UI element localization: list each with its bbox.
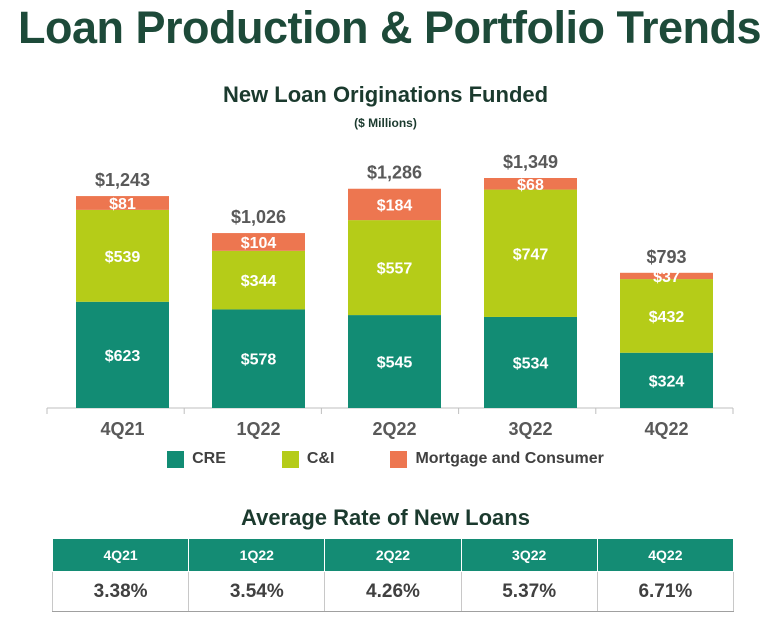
rate-value-cell: 3.54% [188, 571, 326, 612]
rate-header-cell: 4Q21 [51, 538, 190, 572]
bar-segment-cre [348, 315, 441, 408]
legend-item-ci: C&I [281, 450, 335, 468]
data-label-c-i: $539 [105, 249, 141, 266]
rate-value-cell: 4.26% [324, 571, 462, 612]
bar-segment-c-i [76, 209, 169, 302]
x-tick-label: 1Q22 [236, 419, 280, 439]
bar-segment-c-i [484, 189, 577, 317]
x-tick-label: 2Q22 [372, 419, 416, 439]
data-label-c-i: $557 [377, 261, 413, 278]
data-label-cre: $534 [513, 355, 549, 372]
chart-title: New Loan Originations Funded [222, 82, 549, 107]
legend-label-cre: CRE [192, 450, 226, 467]
data-label-mortgage-and-consumer: $68 [517, 177, 544, 194]
bar-segment-mortgage-and-consumer [484, 178, 577, 190]
bar-segment-c-i [348, 220, 441, 316]
rate-header-cell: 4Q22 [596, 538, 735, 572]
rate-header-cell: 2Q22 [324, 538, 462, 572]
rate-value-cell: 5.37% [460, 571, 598, 612]
chart-legend: CRE C&I Mortgage and Consumer [0, 450, 771, 468]
bar-segment-c-i [620, 279, 713, 353]
rate-table-header-row: 4Q21 1Q22 2Q22 3Q22 4Q22 [51, 538, 735, 572]
data-label-mortgage-and-consumer: $81 [109, 196, 136, 213]
total-label: $1,243 [95, 170, 150, 190]
bar-segment-mortgage-and-consumer [348, 188, 441, 221]
data-label-cre: $578 [241, 352, 277, 369]
total-label: $1,286 [367, 163, 422, 183]
x-tick-label: 4Q22 [644, 419, 688, 439]
rate-value-row: 3.38% 3.54% 4.26% 5.37% 6.71% [51, 571, 735, 612]
data-label-c-i: $747 [513, 246, 549, 263]
bar-segment-c-i [212, 250, 305, 310]
data-label-cre: $324 [649, 373, 685, 390]
data-label-mortgage-and-consumer: $184 [377, 197, 413, 214]
legend-item-mortgage: Mortgage and Consumer [390, 450, 604, 468]
rate-value-cell: 6.71% [596, 571, 735, 612]
bar-segment-cre [620, 352, 713, 408]
total-label: $1,026 [231, 207, 286, 227]
legend-label-ci: C&I [306, 450, 335, 467]
bar-segment-cre [484, 316, 577, 408]
legend-swatch-mortgage [390, 450, 408, 468]
rate-header-cell: 1Q22 [188, 538, 326, 572]
page-title: Loan Production & Portfolio Trends [18, 2, 762, 53]
bar-segment-mortgage-and-consumer [76, 196, 169, 210]
data-label-cre: $623 [105, 348, 141, 365]
bar-segment-cre [76, 301, 169, 408]
rate-table-title: Average Rate of New Loans [241, 505, 530, 530]
chart-subtitle: ($ Millions) [354, 116, 417, 130]
rate-table: 4Q21 1Q22 2Q22 3Q22 4Q22 3.38% 3.54% 4.2… [51, 538, 735, 612]
bar-segment-mortgage-and-consumer [620, 272, 713, 280]
x-tick-label: 3Q22 [508, 419, 552, 439]
x-tick-label: 4Q21 [100, 419, 144, 439]
bar-segment-cre [212, 309, 305, 408]
legend-item-cre: CRE [167, 450, 226, 468]
total-label: $793 [646, 247, 686, 267]
rate-header-cell: 3Q22 [460, 538, 598, 572]
data-label-mortgage-and-consumer: $37 [653, 269, 680, 286]
legend-swatch-cre [167, 450, 185, 468]
data-label-c-i: $432 [649, 309, 685, 326]
legend-swatch-ci [281, 450, 299, 468]
rate-value-cell: 3.38% [51, 571, 190, 612]
stacked-bar-chart: $623 $539 $81 $1,243 4Q21 $578 $344 $104 $1,026 1… [46, 152, 734, 439]
legend-label-mortgage: Mortgage and Consumer [415, 450, 604, 467]
bar-segment-mortgage-and-consumer [212, 233, 305, 251]
total-label: $1,349 [503, 152, 558, 172]
data-label-mortgage-and-consumer: $104 [241, 235, 277, 252]
data-label-c-i: $344 [241, 273, 277, 290]
data-label-cre: $545 [377, 355, 413, 372]
